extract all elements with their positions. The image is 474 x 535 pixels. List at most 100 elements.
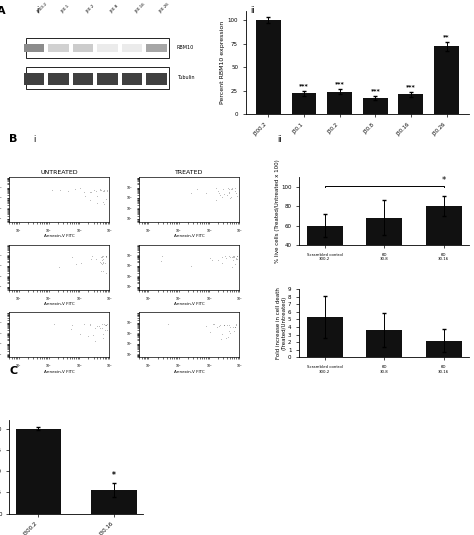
Point — [224, 332, 232, 341]
Point — [120, 291, 128, 300]
Point — [114, 358, 122, 366]
Point — [120, 219, 128, 228]
Point — [0, 358, 8, 367]
Point — [120, 360, 128, 369]
Point — [114, 291, 122, 300]
Point — [98, 253, 106, 262]
X-axis label: Annexin-V FITC: Annexin-V FITC — [174, 370, 205, 373]
Bar — [26, 66, 169, 89]
Point — [123, 223, 131, 231]
Point — [234, 251, 241, 260]
Point — [218, 330, 226, 338]
Point — [90, 330, 97, 339]
Point — [114, 289, 122, 297]
Point — [0, 360, 6, 369]
Text: B: B — [9, 134, 18, 144]
Point — [117, 360, 124, 368]
Point — [231, 322, 239, 331]
Point — [127, 289, 134, 297]
Point — [0, 213, 3, 221]
Point — [126, 220, 134, 229]
Point — [117, 360, 125, 369]
Text: ii: ii — [250, 5, 255, 14]
Point — [115, 225, 123, 234]
Point — [99, 260, 106, 269]
Point — [0, 222, 3, 231]
Point — [114, 360, 122, 369]
Point — [0, 356, 7, 364]
Point — [114, 359, 122, 368]
Point — [114, 225, 122, 234]
Point — [130, 225, 138, 234]
Point — [114, 290, 122, 299]
Point — [114, 354, 122, 363]
Point — [125, 353, 132, 362]
Point — [114, 223, 122, 231]
Point — [103, 251, 110, 260]
Point — [132, 293, 139, 301]
Bar — [146, 44, 167, 52]
Point — [115, 356, 122, 365]
Point — [123, 292, 131, 300]
Point — [123, 293, 130, 301]
Point — [124, 221, 131, 230]
Point — [125, 289, 133, 297]
Point — [3, 222, 10, 231]
Point — [119, 223, 127, 231]
Point — [210, 320, 218, 328]
Text: *: * — [112, 471, 116, 480]
Point — [116, 220, 124, 228]
Point — [114, 223, 122, 232]
Point — [0, 288, 2, 297]
Point — [91, 324, 99, 332]
Point — [0, 354, 6, 363]
Point — [133, 360, 140, 369]
Point — [114, 288, 122, 296]
Point — [129, 360, 137, 369]
Bar — [122, 44, 142, 52]
Point — [118, 292, 125, 300]
Point — [142, 291, 149, 300]
Point — [124, 219, 131, 227]
Point — [4, 293, 12, 301]
Point — [122, 291, 130, 299]
Point — [133, 290, 140, 299]
Point — [114, 293, 122, 301]
Point — [0, 356, 1, 365]
Point — [0, 285, 4, 293]
Point — [220, 321, 228, 330]
Point — [157, 257, 164, 266]
Point — [114, 358, 122, 367]
Point — [102, 320, 110, 329]
Point — [98, 252, 106, 261]
Point — [122, 293, 129, 301]
Point — [119, 219, 127, 227]
Point — [0, 291, 7, 300]
Point — [100, 187, 107, 195]
Point — [114, 354, 122, 363]
Point — [124, 288, 132, 296]
Point — [0, 291, 8, 299]
Point — [0, 360, 2, 369]
Point — [80, 187, 87, 196]
Point — [126, 358, 133, 366]
X-axis label: Annexin-V FITC: Annexin-V FITC — [174, 234, 205, 239]
Point — [0, 224, 1, 232]
Point — [0, 224, 1, 232]
Point — [120, 291, 128, 299]
Point — [229, 253, 237, 262]
Point — [1, 356, 9, 364]
Bar — [256, 20, 281, 114]
Point — [164, 319, 172, 328]
Point — [0, 218, 7, 226]
Point — [117, 225, 124, 233]
Point — [135, 224, 142, 233]
Point — [123, 355, 130, 364]
Point — [114, 360, 122, 369]
Point — [233, 192, 241, 200]
Point — [104, 187, 111, 196]
Point — [114, 356, 122, 364]
Point — [127, 220, 135, 228]
Point — [114, 292, 122, 301]
Point — [123, 288, 130, 297]
